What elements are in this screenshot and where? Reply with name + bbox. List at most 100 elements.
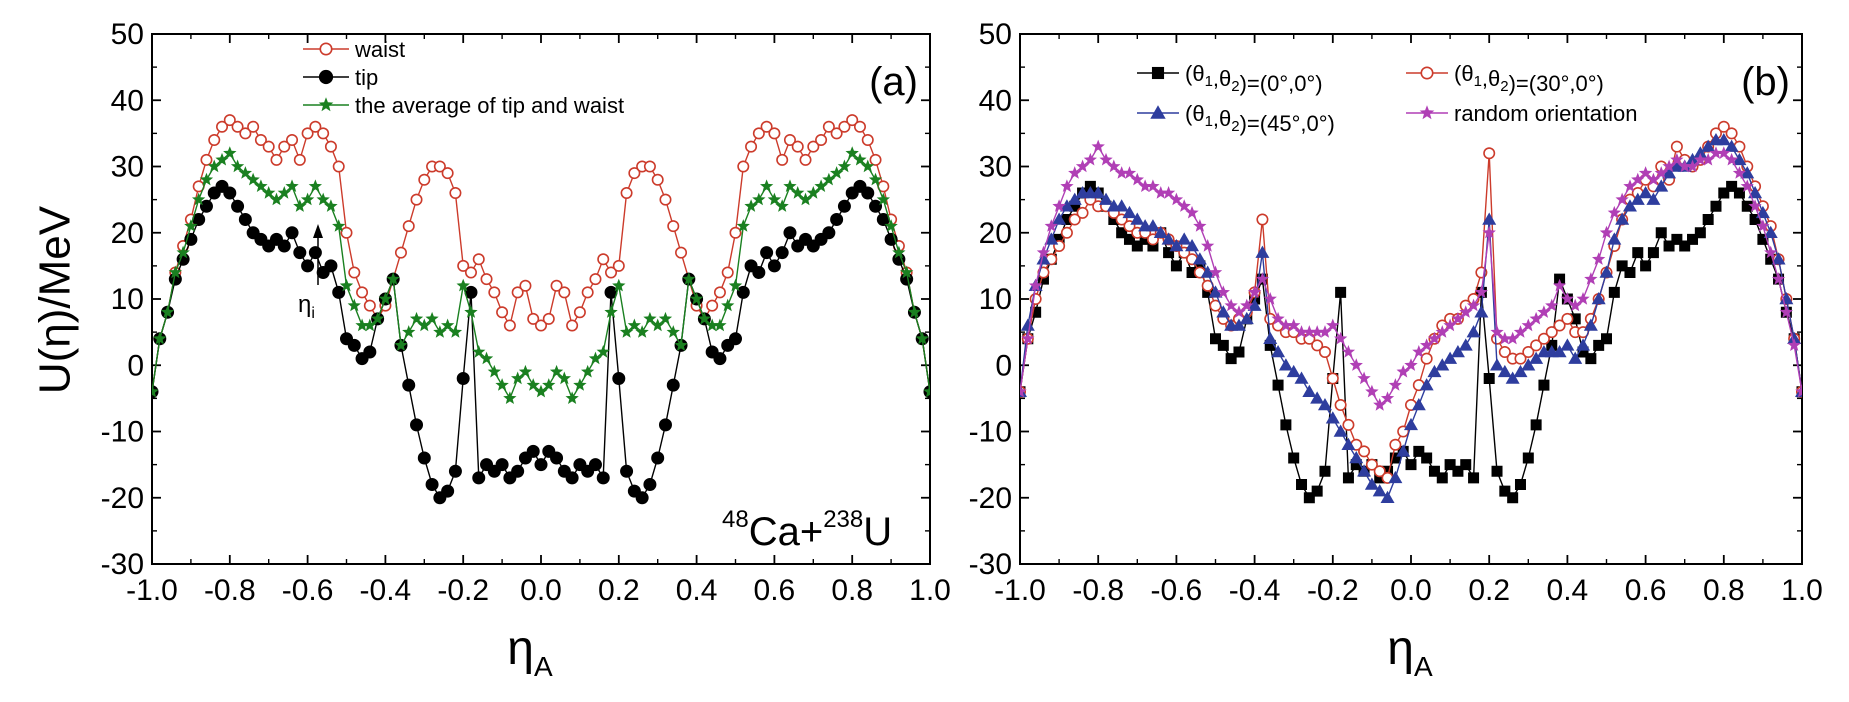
data-point (550, 279, 563, 292)
data-point (355, 318, 369, 332)
data-point (1217, 339, 1229, 351)
data-point (775, 246, 789, 260)
data-point (1342, 472, 1354, 484)
data-point (1177, 199, 1191, 212)
data-point (1568, 298, 1582, 312)
data-point (285, 179, 299, 192)
data-point (1755, 205, 1770, 219)
legend-label: waist (354, 37, 405, 62)
data-point (332, 219, 346, 232)
data-point (1498, 331, 1512, 345)
data-point (511, 371, 525, 385)
data-point (1607, 205, 1621, 219)
reaction-mass-1: 48 (722, 506, 749, 533)
data-point (238, 166, 252, 179)
data-point (760, 179, 774, 192)
data-point (1326, 372, 1339, 385)
data-point (1725, 127, 1738, 140)
data-point (1732, 166, 1747, 179)
data-point (1483, 373, 1495, 384)
data-point (262, 186, 276, 199)
panel-b-label: (b) (1741, 60, 1790, 104)
data-point (846, 114, 859, 127)
x-tick-label: 1.0 (1781, 574, 1823, 607)
data-point (713, 352, 727, 366)
data-point (542, 378, 556, 391)
data-point (449, 187, 462, 200)
data-point (1679, 240, 1691, 252)
data-point (363, 299, 376, 312)
data-point (1740, 166, 1755, 179)
data-point (713, 286, 726, 299)
data-point (1593, 339, 1605, 351)
data-point (332, 160, 345, 173)
y-tick-label: -30 (969, 548, 1012, 581)
data-point (1427, 331, 1442, 345)
data-point (682, 272, 696, 285)
data-point (565, 391, 579, 404)
data-point (674, 338, 688, 351)
data-point (1420, 352, 1433, 365)
data-point (830, 213, 844, 226)
data-point (1278, 358, 1293, 371)
data-point (464, 266, 477, 279)
data-point (1272, 379, 1284, 391)
data-point (1718, 187, 1730, 199)
data-point (1333, 424, 1348, 437)
data-point (675, 246, 688, 259)
data-point (1458, 338, 1473, 351)
data-point (589, 273, 602, 286)
data-point (1413, 445, 1425, 457)
data-point (1130, 212, 1145, 225)
data-point (1177, 232, 1192, 245)
data-point (425, 311, 439, 325)
data-point (1170, 260, 1182, 272)
data-point (721, 298, 735, 312)
data-point (1507, 492, 1519, 504)
data-point (1069, 200, 1081, 212)
data-point (278, 140, 291, 153)
data-point (799, 153, 812, 166)
y-tick-label: 40 (979, 84, 1012, 117)
x-tick-label: -0.2 (437, 574, 489, 607)
data-point (1169, 192, 1184, 206)
data-point (1279, 318, 1293, 332)
data-point (1499, 485, 1511, 497)
data-point (596, 345, 610, 358)
data-point (378, 292, 393, 305)
data-point (1616, 260, 1628, 272)
data-point (1021, 331, 1035, 345)
data-point (1725, 152, 1739, 166)
data-point (254, 179, 268, 192)
data-point (308, 246, 322, 260)
data-point (1460, 459, 1472, 471)
data-point (1601, 333, 1612, 345)
data-point (737, 160, 750, 173)
data-point (1294, 325, 1309, 338)
data-point (838, 120, 851, 133)
data-point (776, 153, 789, 166)
data-point (1076, 206, 1089, 219)
data-point (1529, 311, 1543, 325)
data-point (1365, 458, 1378, 471)
data-point (658, 418, 672, 432)
data-point (1514, 352, 1527, 365)
data-point (1474, 285, 1488, 298)
panel-b: -1.0 -0.8 -0.6 -0.4 -0.2 0.0 0.2 0.4 0.6 0.8 1.0 -3… (969, 18, 1823, 682)
data-point (1569, 313, 1581, 325)
data-point (1287, 318, 1301, 332)
data-point (1576, 338, 1591, 351)
data-point (418, 173, 431, 186)
data-point (1466, 325, 1481, 338)
data-point (1239, 311, 1254, 325)
x-tick-label: -0.6 (1151, 574, 1203, 607)
data-point (752, 127, 765, 140)
data-point (239, 127, 252, 140)
data-point (581, 286, 594, 299)
data-point (1693, 152, 1707, 166)
y-tick-label: -20 (969, 482, 1012, 515)
data-point (884, 219, 898, 232)
data-point (1145, 219, 1160, 232)
series-line (152, 119, 930, 392)
